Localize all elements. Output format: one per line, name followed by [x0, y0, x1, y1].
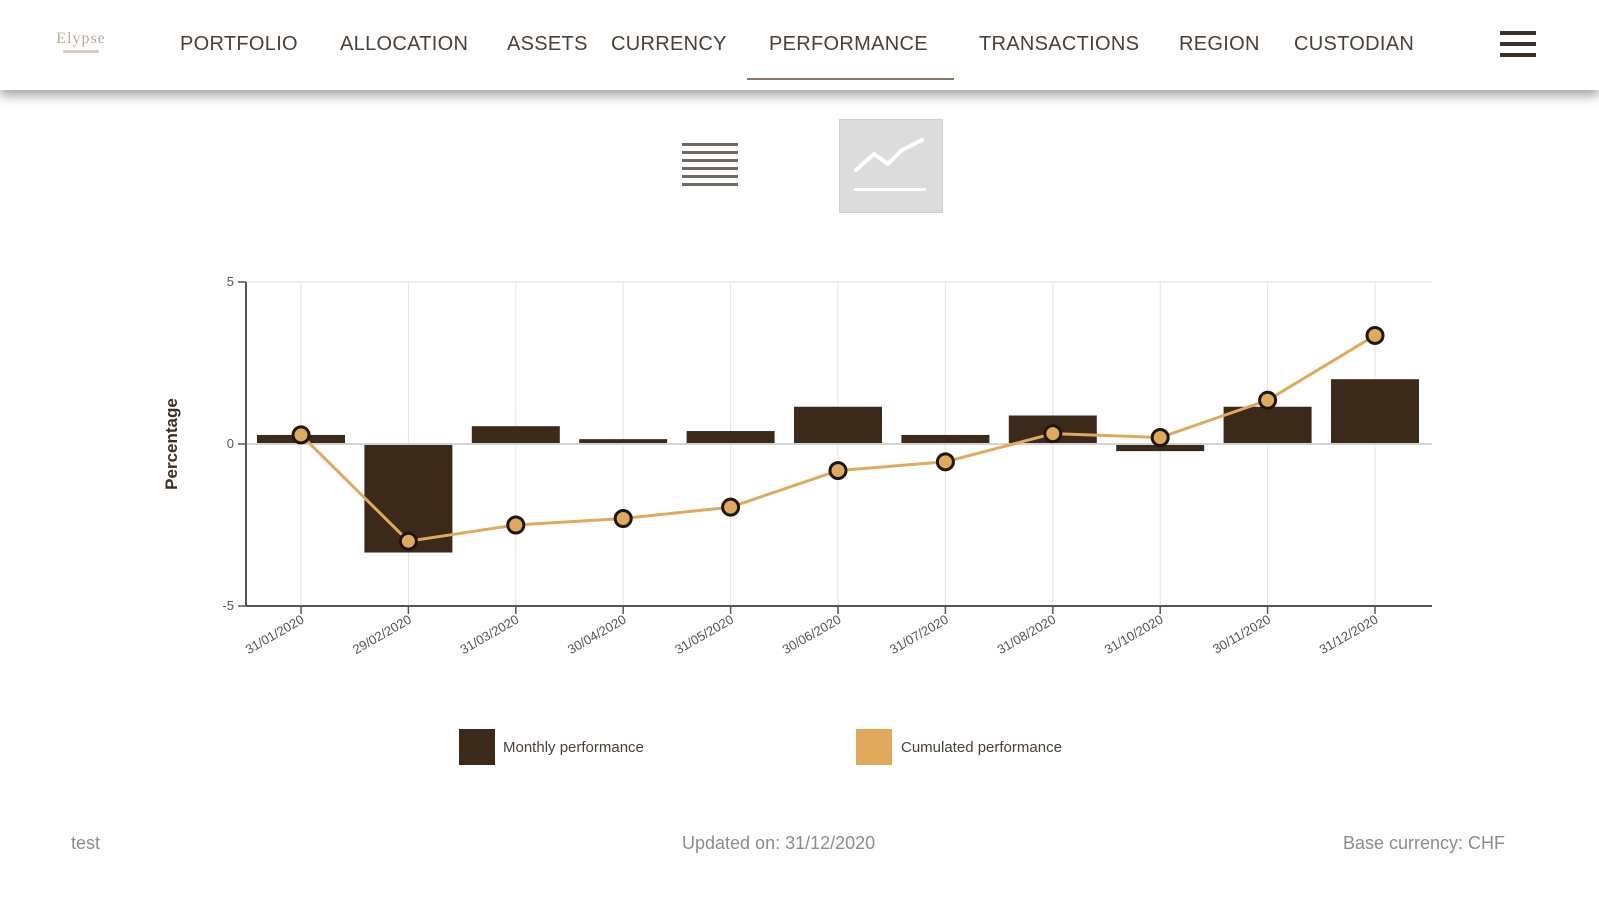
top-navigation-bar: Elypse PORTFOLIO ALLOCATION ASSETS CURRE… [0, 0, 1599, 90]
nav-item-region[interactable]: REGION [1179, 33, 1260, 55]
x-tick-label: 31/12/2020 [1317, 612, 1381, 658]
x-tick-label: 30/04/2020 [565, 612, 629, 658]
bar-monthly-performance [901, 434, 990, 444]
x-tick-label: 31/01/2020 [243, 612, 307, 658]
x-tick-label: 31/10/2020 [1102, 612, 1166, 658]
bar-monthly-performance [686, 431, 775, 444]
x-tick-label: 31/08/2020 [994, 612, 1058, 658]
point-cumulated-performance [1150, 428, 1170, 448]
footer-base-currency: Base currency: CHF [1343, 833, 1506, 853]
line-chart-icon[interactable] [839, 119, 943, 213]
nav-item-assets[interactable]: ASSETS [507, 33, 588, 55]
point-cumulated-performance [1043, 424, 1063, 444]
performance-chart: -5 0 5 Percentage 31/01/2020 29/02/2020 31/03/… [162, 274, 1432, 658]
x-tick-label: 31/05/2020 [672, 612, 736, 658]
bar-monthly-performance [1116, 444, 1205, 452]
footer-user: test [71, 833, 101, 853]
point-cumulated-performance [1365, 325, 1385, 345]
x-tick-label: 31/03/2020 [457, 612, 521, 658]
point-cumulated-performance [398, 531, 418, 551]
active-tab-indicator [747, 78, 954, 80]
point-cumulated-performance [721, 497, 741, 517]
bar-monthly-performance [579, 439, 668, 444]
point-cumulated-performance [291, 425, 311, 445]
legend-swatch-monthly [459, 729, 495, 765]
x-tick-label: 30/11/2020 [1210, 612, 1273, 657]
legend-label-cumulated: Cumulated performance [901, 739, 1062, 756]
logo-tagline-mark [63, 50, 99, 53]
point-cumulated-performance [1258, 390, 1278, 410]
nav-item-currency[interactable]: CURRENCY [611, 33, 727, 55]
point-cumulated-performance [828, 461, 848, 481]
nav-item-portfolio[interactable]: PORTFOLIO [180, 33, 298, 55]
x-tick-label: 31/07/2020 [887, 612, 951, 658]
logo[interactable]: Elypse [48, 30, 114, 64]
bar-monthly-performance [1331, 379, 1419, 444]
nav-item-performance[interactable]: PERFORMANCE [769, 33, 928, 55]
point-cumulated-performance [506, 515, 526, 535]
footer-updated-on: Updated on: 31/12/2020 [682, 833, 876, 853]
y-tick-label: 5 [227, 274, 234, 289]
table-view-icon[interactable] [682, 143, 738, 187]
y-tick-label: 0 [227, 436, 234, 451]
logo-text: Elypse [56, 30, 106, 47]
x-tick-label: 29/02/2020 [350, 612, 414, 658]
nav-item-custodian[interactable]: CUSTODIAN [1294, 33, 1415, 55]
bar-monthly-performance [471, 426, 560, 444]
bar-monthly-performance [1223, 406, 1312, 444]
nav-item-transactions[interactable]: TRANSACTIONS [979, 33, 1140, 55]
bar-monthly-performance [794, 406, 882, 444]
legend-swatch-cumulated [856, 729, 892, 765]
nav-item-allocation[interactable]: ALLOCATION [340, 33, 469, 55]
point-cumulated-performance [613, 509, 633, 529]
hamburger-menu-icon[interactable] [1500, 31, 1536, 59]
y-axis-title: Percentage [162, 398, 181, 490]
point-cumulated-performance [935, 452, 955, 472]
y-tick-label: -5 [222, 598, 234, 613]
legend-label-monthly: Monthly performance [503, 739, 644, 756]
x-tick-label: 30/06/2020 [780, 612, 844, 658]
